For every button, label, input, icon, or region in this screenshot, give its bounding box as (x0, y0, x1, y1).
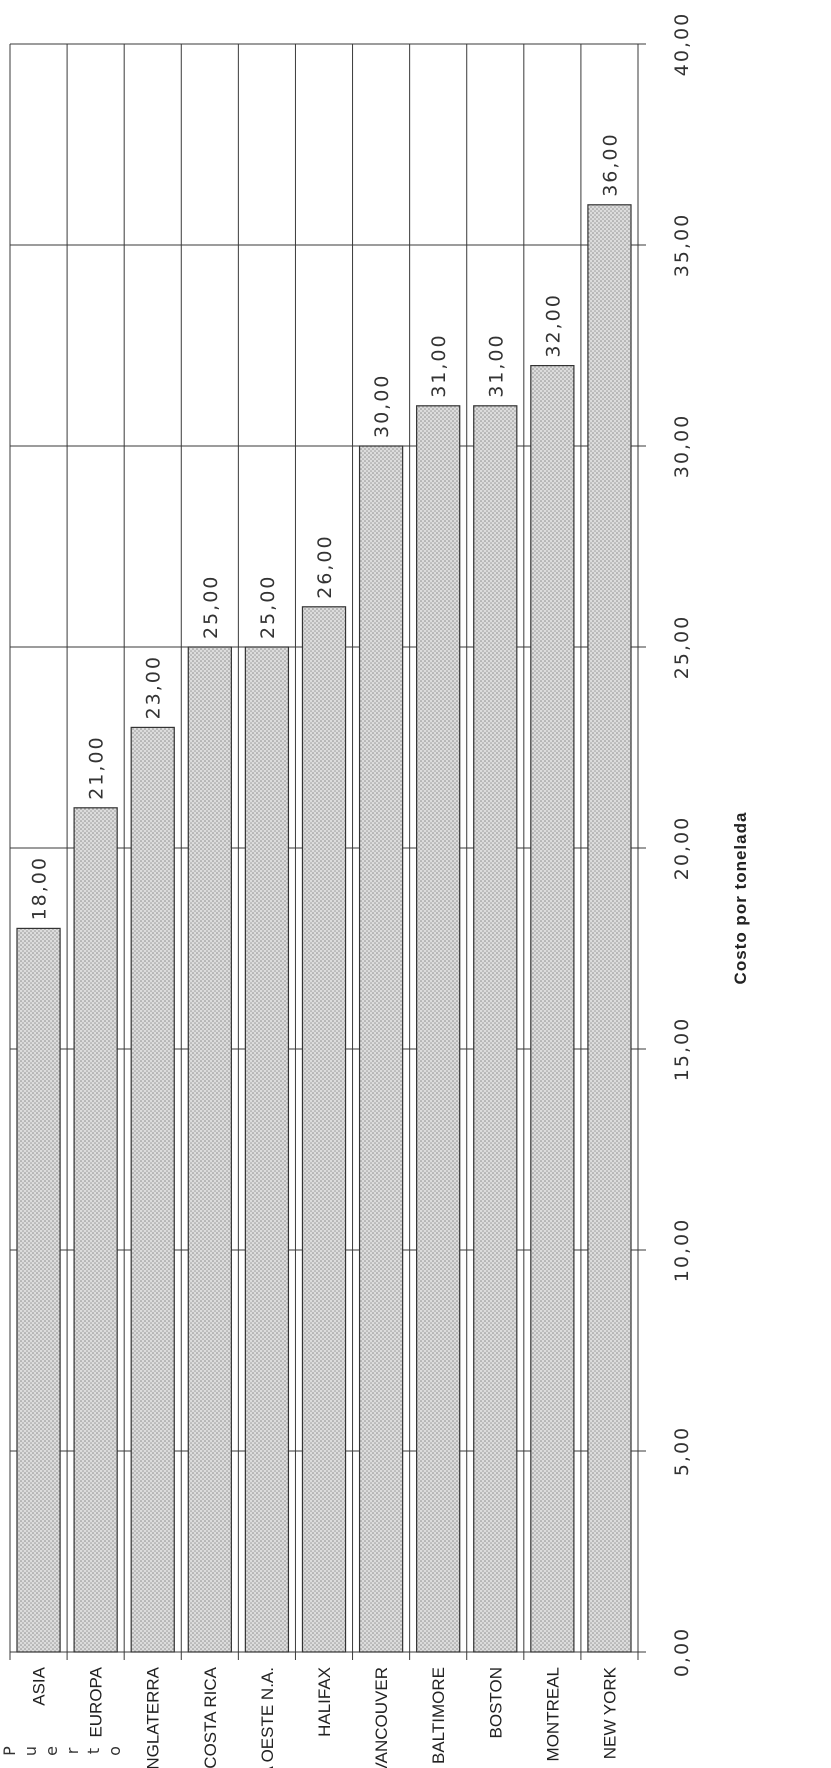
tick-label-0: 0,00 (671, 1627, 693, 1677)
category-label-6: VANCOUVER (372, 1667, 391, 1768)
category-label-5: HALIFAX (315, 1667, 334, 1737)
category-label-7: BALTIMORE (429, 1667, 448, 1764)
category-label-3: COSTA RICA (201, 1666, 220, 1768)
bar-europa (73, 807, 118, 1653)
category-label-4: COSTA OESTE N.A. (258, 1667, 277, 1768)
bar-montreal (530, 365, 575, 1653)
y-axis-title-char-0: P (0, 1746, 19, 1756)
value-label-3: 25,00 (200, 575, 222, 639)
value-label-6: 30,00 (371, 374, 393, 438)
value-label-4: 25,00 (257, 575, 279, 639)
value-label-2: 23,00 (143, 655, 165, 719)
y-axis-title-char-1: u (21, 1746, 40, 1756)
category-label-8: BOSTON (486, 1667, 505, 1738)
y-axis-title-char-3: r (63, 1747, 82, 1754)
category-label-1: EUROPA (87, 1666, 106, 1737)
bars (16, 204, 632, 1653)
category-labels: ASIA EUROPA INGLATERRA COSTA RICA COSTA OEST… (30, 1666, 620, 1768)
value-label-0: 18,00 (29, 856, 51, 920)
category-label-0: ASIA (30, 1666, 49, 1705)
value-label-1: 21,00 (86, 735, 108, 799)
value-label-7: 31,00 (428, 333, 450, 397)
tick-label-5: 25,00 (671, 615, 693, 679)
bar-inglaterra (130, 726, 175, 1653)
tick-label-8: 40,00 (671, 12, 693, 76)
category-label-10: NEW YORK (600, 1666, 619, 1759)
tick-label-3: 15,00 (671, 1017, 693, 1081)
bar-vancouver (358, 445, 404, 1653)
grid (9, 43, 646, 1660)
bar-boston (473, 405, 518, 1653)
bar-new-york (587, 204, 632, 1653)
bar-asia (16, 927, 61, 1653)
value-labels: 18,00 21,00 23,00 25,00 25,00 26,00 30,00 31,00… (29, 132, 622, 920)
tick-label-6: 30,00 (671, 414, 693, 478)
tick-label-4: 20,00 (671, 816, 693, 880)
axis-titles: Costo por tonelada P u e r t o (0, 812, 750, 1757)
bar-costa-rica (187, 646, 232, 1653)
y-axis-title-char-5: o (105, 1746, 124, 1756)
tick-label-7: 35,00 (671, 213, 693, 277)
tick-label-1: 5,00 (671, 1426, 693, 1476)
value-label-9: 32,00 (542, 293, 564, 357)
tick-labels: 0,00 5,00 10,00 15,00 20,00 25,00 30,00 35,00 40… (671, 12, 693, 1677)
y-axis-title-char-2: e (42, 1746, 61, 1756)
bar-halifax (301, 606, 347, 1653)
value-label-5: 26,00 (314, 534, 336, 598)
bar-baltimore (416, 405, 461, 1653)
value-label-8: 31,00 (485, 333, 507, 397)
category-label-9: MONTREAL (543, 1667, 562, 1761)
y-axis-title-char-4: t (84, 1748, 103, 1754)
category-label-2: INGLATERRA (144, 1666, 163, 1768)
x-axis-title: Costo por tonelada (731, 812, 750, 985)
value-label-10: 36,00 (599, 132, 621, 196)
bar-costa-oeste-n-a- (244, 646, 290, 1653)
tick-label-2: 10,00 (671, 1218, 693, 1282)
